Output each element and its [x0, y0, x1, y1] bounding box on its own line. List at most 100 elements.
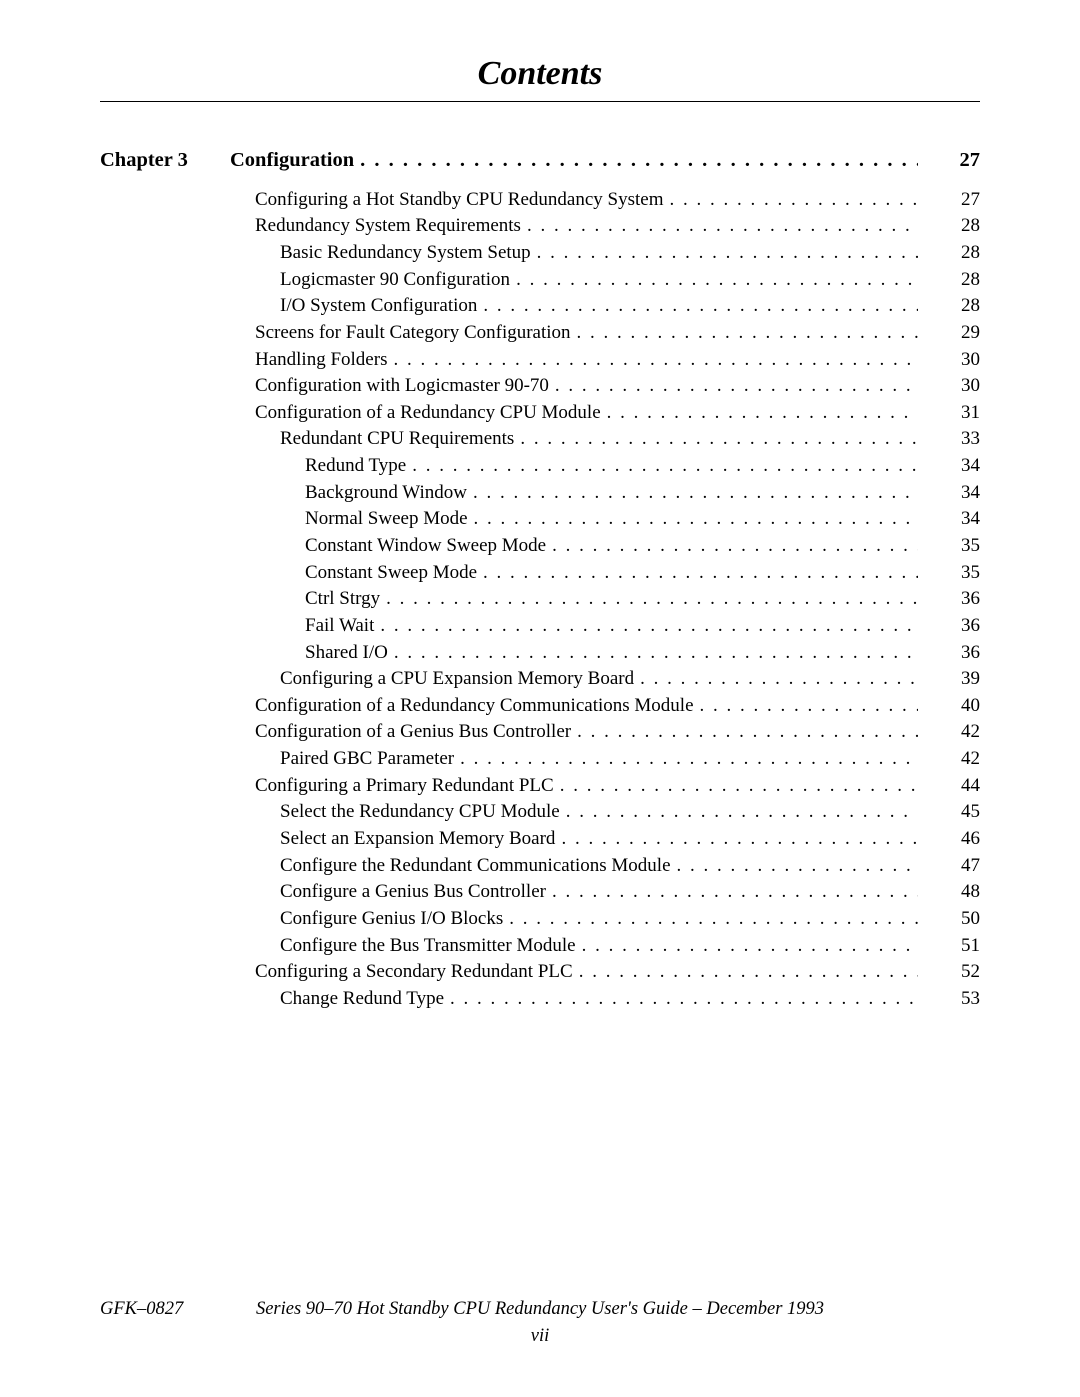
- entry-page: 29: [918, 320, 980, 346]
- entry-label: Constant Window Sweep Mode: [305, 533, 552, 559]
- dot-leader: [483, 293, 918, 319]
- entry-label: Basic Redundancy System Setup: [280, 240, 537, 266]
- dot-leader: [473, 480, 918, 506]
- doc-title: Series 90–70 Hot Standby CPU Redundancy …: [256, 1299, 824, 1319]
- entry-page: 42: [918, 719, 980, 745]
- entry-label: Ctrl Strgy: [305, 586, 386, 612]
- dot-leader: [577, 320, 918, 346]
- toc-entry: Logicmaster 90 Configuration28: [100, 267, 980, 293]
- toc-entry: Redundant CPU Requirements33: [100, 426, 980, 452]
- toc-entry: Configuration of a Redundancy Communicat…: [100, 693, 980, 719]
- entry-page: 34: [918, 480, 980, 506]
- toc-entry: Redund Type 34: [100, 453, 980, 479]
- entry-page: 35: [918, 533, 980, 559]
- entry-page: 34: [918, 453, 980, 479]
- entry-page: 35: [918, 560, 980, 586]
- toc-entry: Fail Wait36: [100, 613, 980, 639]
- entry-label: Change Redund Type: [280, 986, 450, 1012]
- toc-entry: Constant Sweep Mode 35: [100, 560, 980, 586]
- entry-label: Background Window: [305, 480, 473, 506]
- entry-label: Configuring a CPU Expansion Memory Board: [280, 666, 640, 692]
- entry-label: Constant Sweep Mode: [305, 560, 483, 586]
- dot-leader: [380, 613, 918, 639]
- page-number-roman: vii: [100, 1326, 980, 1347]
- toc-entry: Change Redund Type53: [100, 986, 980, 1012]
- title-rule: [100, 101, 980, 102]
- toc-entry: Configuration of a Redundancy CPU Module…: [100, 400, 980, 426]
- toc-entry: I/O System Configuration 28: [100, 293, 980, 319]
- toc-entry: Select an Expansion Memory Board46: [100, 826, 980, 852]
- entry-page: 52: [918, 959, 980, 985]
- dot-leader: [412, 453, 918, 479]
- dot-leader: [527, 213, 918, 239]
- toc-entry: Configure the Redundant Communications M…: [100, 853, 980, 879]
- entry-label: Configuring a Primary Redundant PLC: [255, 773, 560, 799]
- toc-entry: Basic Redundancy System Setup 28: [100, 240, 980, 266]
- toc-entry: Configuring a Primary Redundant PLC 44: [100, 773, 980, 799]
- heading-label: Configuration: [230, 147, 360, 175]
- entry-page: 47: [918, 853, 980, 879]
- entry-label: Redund Type: [305, 453, 412, 479]
- entry-page: 30: [918, 373, 980, 399]
- dot-leader: [386, 586, 918, 612]
- toc-entry: Configuring a Hot Standby CPU Redundancy…: [100, 187, 980, 213]
- dot-leader: [450, 986, 918, 1012]
- chapter-label: Chapter 3: [100, 147, 230, 175]
- toc-entry: Configuration of a Genius Bus Controller…: [100, 719, 980, 745]
- entry-page: 42: [918, 746, 980, 772]
- entry-label: Configuration of a Redundancy Communicat…: [255, 693, 700, 719]
- dot-leader: [560, 773, 918, 799]
- entry-page: 28: [918, 293, 980, 319]
- entry-label: I/O System Configuration: [280, 293, 483, 319]
- entry-page: 39: [918, 666, 980, 692]
- entry-page: 27: [918, 187, 980, 213]
- entry-page: 51: [918, 933, 980, 959]
- entry-label: Screens for Fault Category Configuration: [255, 320, 577, 346]
- dot-leader: [677, 853, 918, 879]
- entry-label: Configure a Genius Bus Controller: [280, 879, 552, 905]
- toc-entry: Constant Window Sweep Mode 35: [100, 533, 980, 559]
- entry-label: Configuration with Logicmaster 90-70: [255, 373, 555, 399]
- dot-leader: [561, 826, 918, 852]
- entry-page: 44: [918, 773, 980, 799]
- heading-page: 27: [918, 147, 980, 175]
- entry-page: 28: [918, 240, 980, 266]
- dot-leader: [474, 506, 918, 532]
- entry-page: 36: [918, 640, 980, 666]
- toc-entry: Configuring a Secondary Redundant PLC52: [100, 959, 980, 985]
- entry-page: 33: [918, 426, 980, 452]
- entry-page: 34: [918, 506, 980, 532]
- dot-leader: [555, 373, 918, 399]
- entry-page: 28: [918, 213, 980, 239]
- page-title: Contents: [100, 55, 980, 93]
- dot-leader: [552, 533, 918, 559]
- entry-page: 45: [918, 799, 980, 825]
- toc-entry: Background Window 34: [100, 480, 980, 506]
- dot-leader: [516, 267, 918, 293]
- dot-leader: [607, 400, 918, 426]
- entry-label: Configuration of a Genius Bus Controller: [255, 719, 577, 745]
- dot-leader: [520, 426, 918, 452]
- dot-leader: [669, 187, 918, 213]
- page-footer: GFK–0827 Series 90–70 Hot Standby CPU Re…: [100, 1299, 980, 1347]
- dot-leader: [394, 640, 918, 666]
- toc-entry: Configure the Bus Transmitter Module51: [100, 933, 980, 959]
- entry-label: Handling Folders: [255, 347, 393, 373]
- entry-page: 28: [918, 267, 980, 293]
- toc-entry: Configuration with Logicmaster 90-70 30: [100, 373, 980, 399]
- toc-entry: Normal Sweep Mode34: [100, 506, 980, 532]
- toc-entry: Configure a Genius Bus Controller48: [100, 879, 980, 905]
- toc: Chapter 3 Configuration 27 Configuring a…: [100, 147, 980, 1012]
- toc-entry: Configure Genius I/O Blocks50: [100, 906, 980, 932]
- entry-page: 30: [918, 347, 980, 373]
- toc-entry: Paired GBC Parameter42: [100, 746, 980, 772]
- entry-label: Select the Redundancy CPU Module: [280, 799, 566, 825]
- entry-label: Shared I/O: [305, 640, 394, 666]
- entry-label: Configure the Redundant Communications M…: [280, 853, 677, 879]
- dot-leader: [460, 746, 918, 772]
- doc-number: GFK–0827: [100, 1299, 183, 1320]
- dot-leader: [577, 719, 918, 745]
- entry-label: Configuring a Hot Standby CPU Redundancy…: [255, 187, 669, 213]
- dot-leader: [700, 693, 918, 719]
- entry-page: 31: [918, 400, 980, 426]
